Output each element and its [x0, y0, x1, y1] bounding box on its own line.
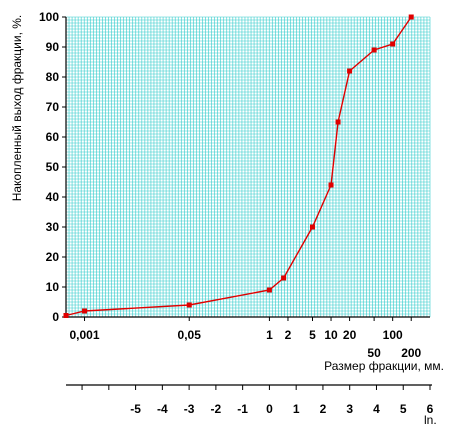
ln-tick-label: 6	[427, 402, 434, 416]
ln-tick-label: 5	[400, 402, 407, 416]
y-tick-label: 40	[46, 190, 60, 204]
y-tick-label: 0	[52, 310, 59, 324]
y-tick-label: 70	[46, 100, 60, 114]
data-point	[347, 68, 353, 74]
x-axis-label: Размер фракции, мм.	[324, 359, 444, 373]
y-tick-label: 80	[46, 70, 60, 84]
data-point	[266, 287, 272, 293]
y-tick-label: 100	[39, 10, 59, 24]
y-axis-label: Накопленный выход фракции, %.	[10, 15, 24, 202]
ln-tick-label: -4	[157, 402, 168, 416]
x-tick-label: 5	[309, 328, 316, 342]
data-point	[186, 302, 192, 308]
series	[63, 14, 414, 318]
ln-tick-label: -3	[184, 402, 195, 416]
data-point	[328, 182, 334, 188]
ln-axis: -5 -4 -3 -2 -1 0 1 2 3 4 5 6	[66, 384, 434, 416]
x-tick-label: 0,05	[178, 328, 202, 342]
x-tick-label: 20	[343, 328, 357, 342]
x-tick-label: 100	[383, 328, 403, 342]
x-tick-label: 10	[324, 328, 338, 342]
ln-tick-label: 1	[293, 402, 300, 416]
y-tick-label: 50	[46, 160, 60, 174]
grid	[65, 16, 431, 318]
data-point	[63, 313, 69, 318]
y-tick-labels: 0 10 20 30 40 50 60 70 80 90 100	[39, 10, 66, 324]
x-tick-label: 1	[266, 328, 273, 342]
x-tick-label: 200	[401, 346, 421, 360]
data-point	[390, 41, 396, 47]
ln-tick-label: -5	[130, 402, 141, 416]
data-point	[281, 275, 287, 281]
y-tick-label: 30	[46, 220, 60, 234]
y-tick-label: 10	[46, 280, 60, 294]
data-point	[335, 119, 341, 125]
x-tick-label: 0,001	[70, 328, 100, 342]
ln-tick-label: -2	[211, 402, 222, 416]
ln-tick-label: 3	[346, 402, 353, 416]
data-point	[408, 14, 414, 20]
data-point	[82, 308, 88, 314]
data-point	[309, 224, 315, 230]
ln-tick-label: 0	[266, 402, 273, 416]
y-tick-label: 60	[46, 130, 60, 144]
ln-tick-label: 4	[373, 402, 380, 416]
data-point	[371, 47, 377, 53]
y-tick-label: 20	[46, 250, 60, 264]
ln-axis-label: ln.	[424, 413, 437, 427]
y-tick-label: 90	[46, 40, 60, 54]
ln-tick-label: 2	[320, 402, 327, 416]
x-tick-label: 2	[285, 328, 292, 342]
series-line	[65, 16, 412, 317]
x-tick-label: 50	[367, 346, 381, 360]
ln-tick-label: -1	[237, 402, 248, 416]
